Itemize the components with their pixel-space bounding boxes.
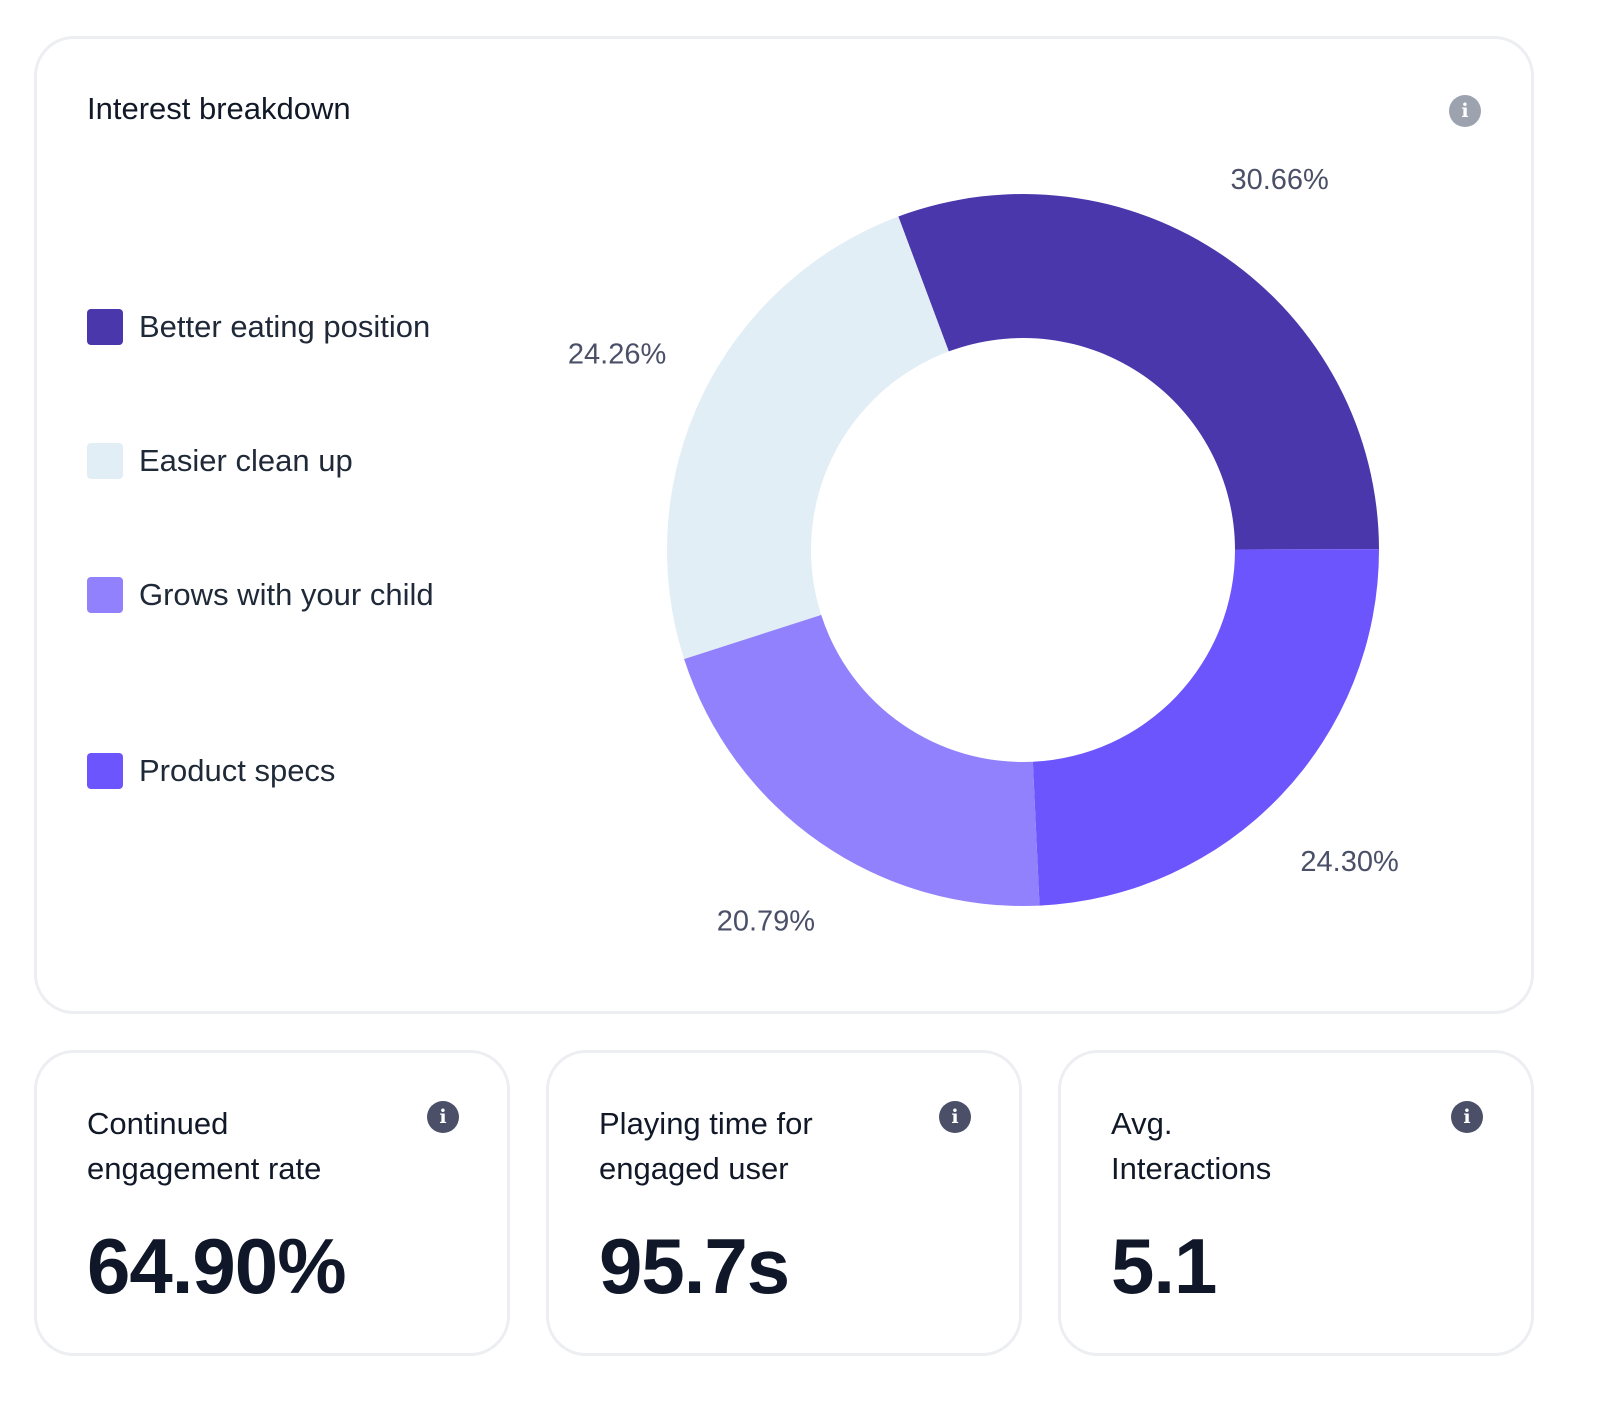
label-product-specs: 24.30% — [1300, 846, 1398, 878]
label-better-eating-position: 30.66% — [1230, 164, 1328, 196]
metric-value: 5.1 — [1111, 1222, 1217, 1310]
info-icon[interactable]: i — [427, 1101, 459, 1133]
metric-card-continued-engagement: Continued engagement rate i 64.90% — [34, 1050, 510, 1356]
legend-item-better-eating-position[interactable]: Better eating position — [87, 305, 507, 349]
legend-swatch — [87, 577, 123, 613]
slice-easier-clean-up[interactable] — [666, 216, 949, 659]
legend-item-grows-with-your-child[interactable]: Grows with your child — [87, 573, 507, 617]
legend-swatch — [87, 753, 123, 789]
slice-grows-with-your-child[interactable] — [684, 614, 1040, 906]
donut-chart: 30.66% 24.30% 20.79% 24.26% — [568, 164, 1399, 938]
legend-item-easier-clean-up[interactable]: Easier clean up — [87, 439, 507, 483]
legend-label: Easier clean up — [139, 443, 353, 478]
label-easier-clean-up: 24.26% — [568, 338, 666, 370]
metric-value: 64.90% — [87, 1222, 347, 1310]
info-icon[interactable]: i — [1449, 95, 1481, 127]
metric-card-avg-interactions: Avg. Interactions i 5.1 — [1058, 1050, 1534, 1356]
label-grows-with-your-child: 20.79% — [717, 906, 815, 938]
legend-label: Product specs — [139, 753, 336, 788]
legend-item-product-specs[interactable]: Product specs — [87, 749, 507, 793]
interest-breakdown-card: Interest breakdown i Better eating posit… — [34, 36, 1534, 1014]
slice-product-specs[interactable] — [1032, 549, 1380, 906]
metric-title: Playing time for engaged user — [599, 1106, 813, 1186]
legend-swatch — [87, 309, 123, 345]
metric-title: Avg. Interactions — [1111, 1106, 1272, 1186]
card-title: Interest breakdown — [87, 91, 351, 126]
metric-card-playing-time: Playing time for engaged user i 95.7s — [546, 1050, 1022, 1356]
legend-label: Better eating position — [139, 309, 431, 344]
metric-title: Continued engagement rate — [87, 1106, 322, 1186]
metric-value: 95.7s — [599, 1222, 790, 1310]
legend-swatch — [87, 443, 123, 479]
slice-better-eating-position[interactable] — [898, 194, 1379, 550]
info-icon[interactable]: i — [939, 1101, 971, 1133]
legend-label: Grows with your child — [139, 577, 434, 612]
info-icon[interactable]: i — [1451, 1101, 1483, 1133]
